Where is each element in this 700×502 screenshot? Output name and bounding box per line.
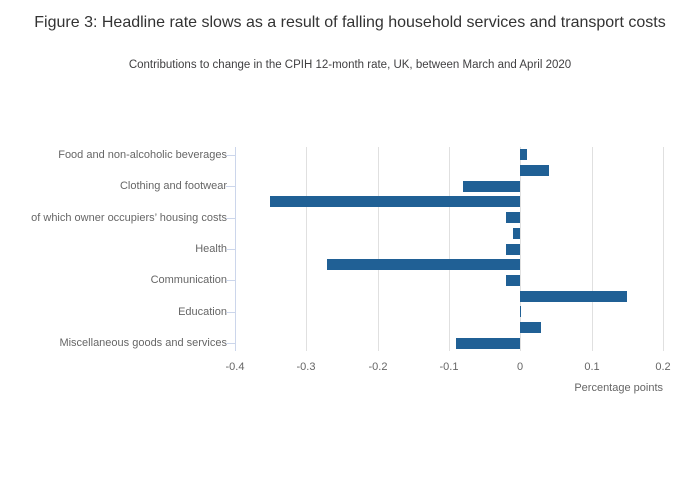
gridline — [449, 147, 450, 351]
bar[interactable] — [520, 149, 527, 160]
gridline — [592, 147, 593, 351]
bar[interactable] — [520, 165, 549, 176]
chart-subtitle: Contributions to change in the CPIH 12-m… — [128, 59, 572, 71]
bar[interactable] — [506, 244, 520, 255]
gridline — [306, 147, 307, 351]
category-label: Communication — [150, 274, 227, 286]
bar[interactable] — [506, 275, 520, 286]
x-tick-label: -0.3 — [296, 361, 316, 373]
y-axis-tick — [226, 312, 235, 313]
y-axis-tick — [226, 155, 235, 156]
y-axis-tick — [226, 249, 235, 250]
x-tick-label: -0.1 — [439, 361, 459, 373]
bar[interactable] — [270, 196, 520, 207]
bar[interactable] — [520, 322, 541, 333]
y-axis-tick — [226, 218, 235, 219]
bar[interactable] — [463, 181, 520, 192]
bar[interactable] — [327, 259, 520, 270]
bar[interactable] — [520, 291, 627, 302]
category-label: Clothing and footwear — [119, 180, 227, 192]
bar[interactable] — [456, 338, 520, 349]
x-tick-label: 0 — [516, 361, 524, 373]
x-tick-label: 0.2 — [655, 361, 671, 373]
bar[interactable] — [506, 212, 520, 223]
y-axis-tick — [226, 280, 235, 281]
category-label: of which owner occupiers’ housing costs — [31, 212, 227, 224]
gridline — [520, 147, 521, 351]
category-label: Food and non-alcoholic beverages — [58, 149, 227, 161]
x-tick-label: 0.1 — [584, 361, 600, 373]
gridline — [378, 147, 379, 351]
plot-area — [235, 147, 664, 351]
gridline — [663, 147, 664, 351]
x-axis-title: Percentage points — [574, 382, 663, 394]
y-axis-line — [235, 147, 236, 351]
chart-title: Figure 3: Headline rate slows as a resul… — [34, 14, 666, 31]
category-label: Health — [195, 243, 227, 255]
y-axis-tick — [226, 343, 235, 344]
category-label: Education — [178, 306, 227, 318]
bar[interactable] — [513, 228, 520, 239]
bar[interactable] — [520, 306, 521, 317]
category-label: Miscellaneous goods and services — [59, 337, 227, 349]
x-tick-label: -0.4 — [225, 361, 245, 373]
y-axis-tick — [226, 186, 235, 187]
x-tick-label: -0.2 — [368, 361, 388, 373]
